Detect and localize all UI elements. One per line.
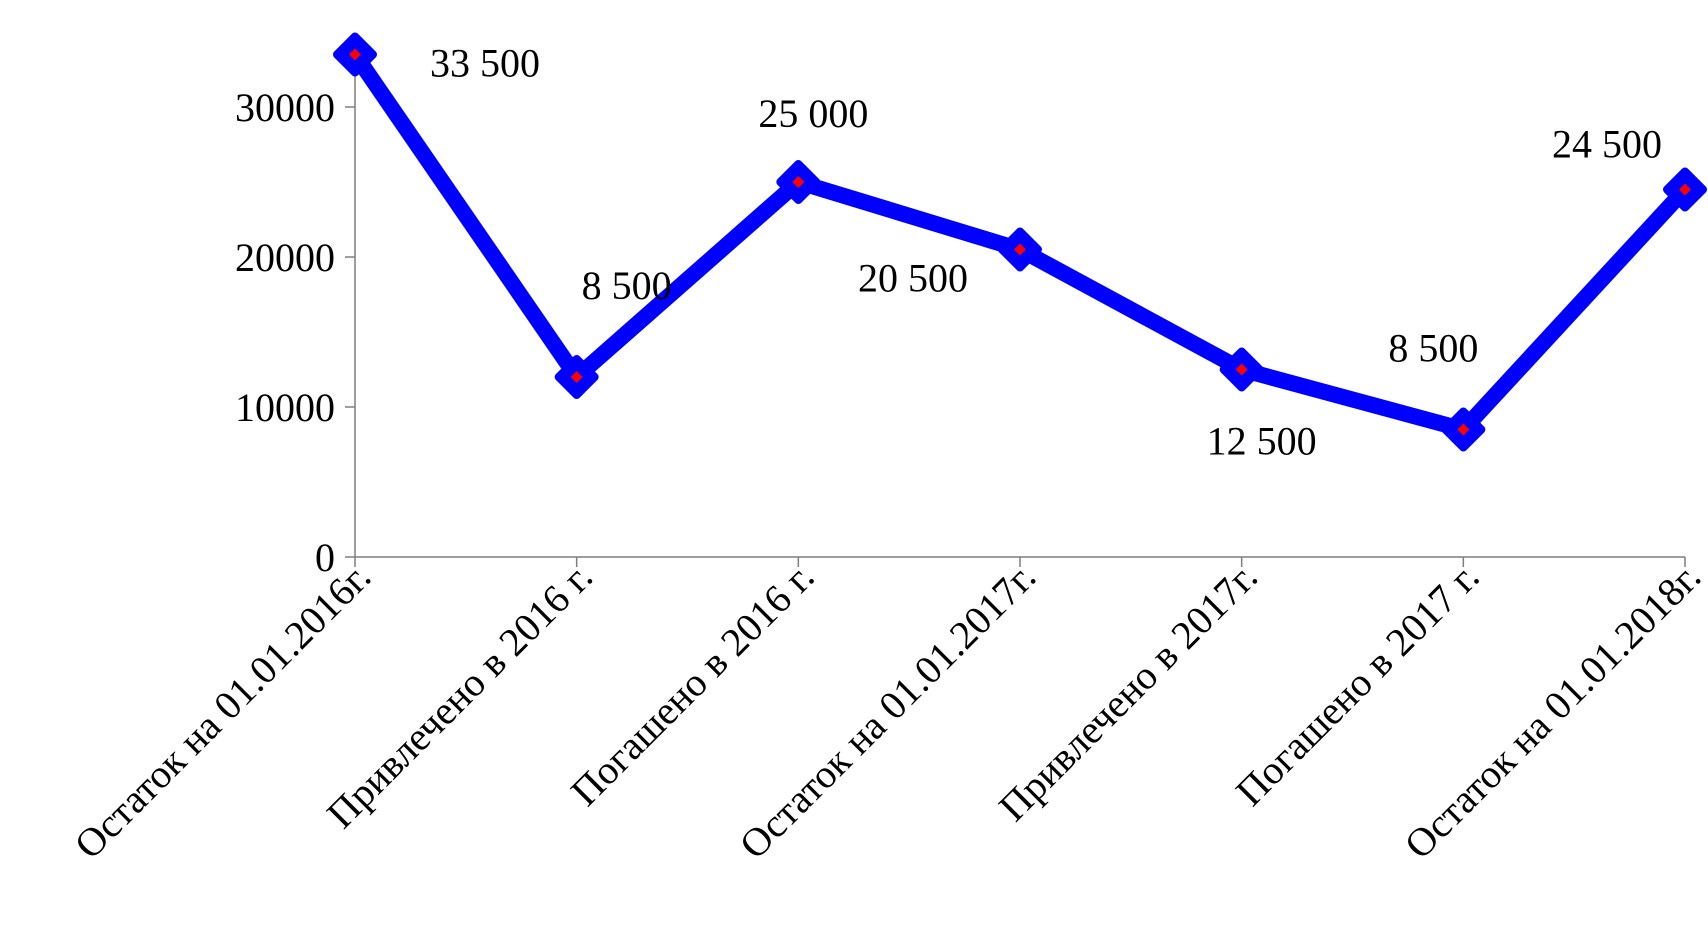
- data-label: 12 500: [1207, 419, 1317, 464]
- markers-layer: [333, 32, 1707, 452]
- data-point-marker: [1219, 347, 1264, 392]
- data-label: 33 500: [430, 41, 540, 86]
- y-tick-label: 10000: [235, 385, 335, 430]
- chart-axes: [354, 37, 1685, 558]
- data-label: 8 500: [582, 263, 672, 308]
- data-label: 20 500: [858, 256, 968, 301]
- y-axis-ticks: 0 10000 20000 30000: [235, 85, 355, 580]
- data-point-marker: [333, 32, 377, 77]
- category-labels-layer: Остаток на 01.01.2016г.Привлечено в 2016…: [66, 554, 1708, 868]
- y-tick-label: 0: [315, 535, 335, 580]
- y-tick-label: 20000: [235, 235, 335, 280]
- data-label: 25 000: [758, 91, 868, 136]
- category-label: Погашено в 2017 г.: [1227, 554, 1488, 815]
- data-label: 24 500: [1552, 122, 1662, 167]
- data-point-marker: [1441, 407, 1486, 452]
- data-point-marker: [1663, 167, 1707, 212]
- data-point-marker: [554, 355, 599, 399]
- data-point-marker: [776, 160, 821, 204]
- x-axis-ticks: [354, 557, 1686, 567]
- data-point-marker: [998, 227, 1042, 272]
- data-label: 8 500: [1388, 326, 1478, 371]
- category-label: Погашено в 2016 г.: [562, 554, 823, 815]
- y-tick-label: 30000: [235, 85, 335, 130]
- data-labels-layer: 33 500 8 500 25 000 20 500 12 500 8 500 24 500: [430, 41, 1662, 464]
